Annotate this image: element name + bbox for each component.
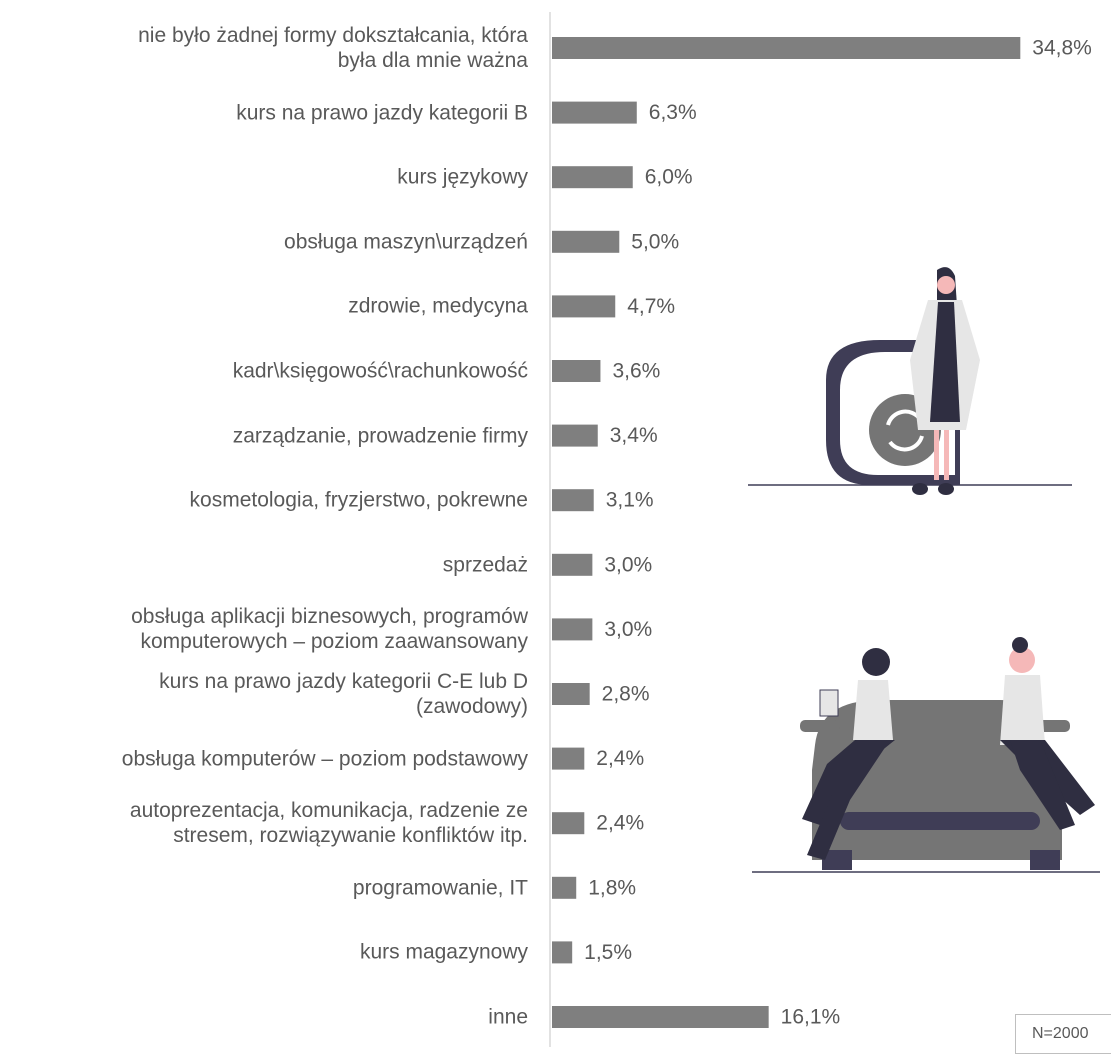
bar <box>552 812 585 835</box>
value-label: 3,0% <box>604 618 652 641</box>
value-label: 1,8% <box>588 876 636 899</box>
category-label: obsługa maszyn\urządzeń <box>284 230 528 254</box>
category-label: programowanie, IT <box>352 876 528 900</box>
bar <box>552 747 585 770</box>
category-label: zdrowie, medycyna <box>348 294 528 318</box>
value-label: 16,1% <box>781 1006 841 1029</box>
value-label: 3,6% <box>612 360 660 383</box>
value-label: 2,4% <box>596 812 644 835</box>
value-label: 34,8% <box>1032 37 1092 60</box>
bar <box>552 295 616 318</box>
category-label: zarządzanie, prowadzenie firmy <box>232 424 528 448</box>
bar <box>552 166 633 189</box>
category-label: obsługa komputerów – poziom podstawowy <box>121 747 528 771</box>
value-label: 3,4% <box>610 424 658 447</box>
value-label: 3,0% <box>604 553 652 576</box>
bar <box>552 360 601 382</box>
value-label: 4,7% <box>627 295 675 318</box>
bar <box>552 489 594 512</box>
value-label: 2,4% <box>596 747 644 770</box>
category-label: inne <box>488 1005 528 1029</box>
sample-note: N=2000 <box>1015 1014 1111 1054</box>
value-label: 1,5% <box>584 941 632 964</box>
category-label: kurs językowy <box>397 165 528 189</box>
bar <box>552 941 573 964</box>
bar <box>552 618 593 641</box>
category-label: nie było żadnej formy dokształcania, któ… <box>138 24 528 72</box>
category-label: kurs magazynowy <box>359 940 528 964</box>
category-label: autoprezentacja, komunikacja, radzenie z… <box>129 799 528 848</box>
bar <box>552 230 620 253</box>
category-label: kosmetologia, fryzjerstwo, pokrewne <box>189 488 528 512</box>
bar <box>552 37 1021 59</box>
bar <box>552 101 637 124</box>
category-label: sprzedaż <box>442 553 528 577</box>
bar <box>552 424 598 447</box>
category-label: obsługa aplikacji biznesowych, programów… <box>131 605 528 654</box>
value-label: 3,1% <box>606 489 654 512</box>
category-label: kadr\księgowość\rachunkowość <box>232 359 528 383</box>
bar <box>552 876 577 899</box>
illustration-car <box>752 637 1100 873</box>
bar <box>552 1006 769 1028</box>
illustration-woman <box>748 267 1072 495</box>
category-label: kurs na prawo jazdy kategorii B <box>236 101 528 125</box>
bar <box>552 683 590 705</box>
value-label: 5,0% <box>631 230 679 253</box>
category-label: kurs na prawo jazdy kategorii C-E lub D … <box>159 670 528 718</box>
value-label: 6,0% <box>645 166 693 189</box>
value-label: 6,3% <box>649 101 697 124</box>
bar <box>552 553 593 576</box>
value-label: 2,8% <box>602 683 650 706</box>
